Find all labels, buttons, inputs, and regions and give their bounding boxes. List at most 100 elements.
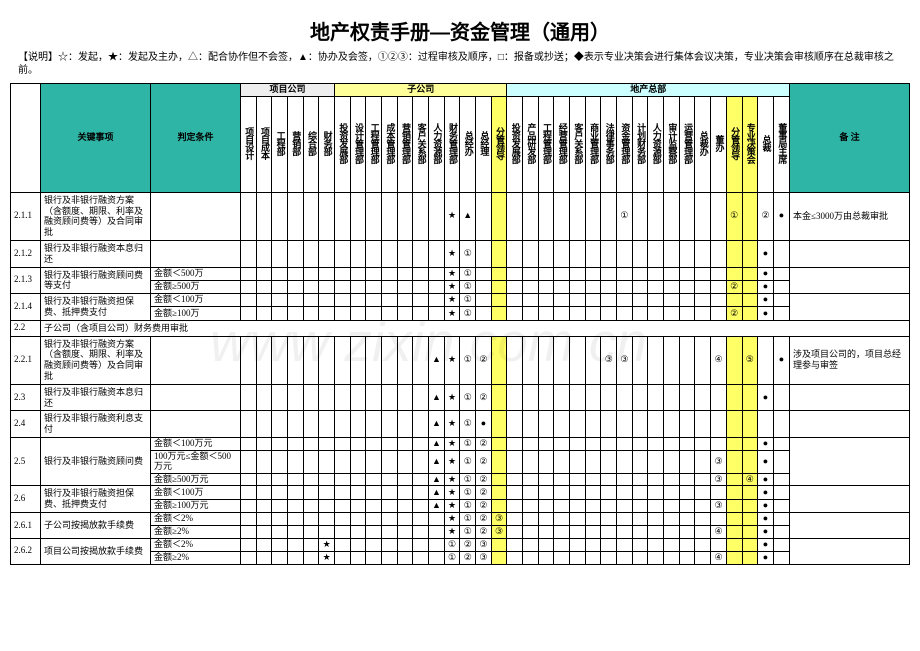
mark [742, 450, 758, 473]
mark [570, 450, 586, 473]
mark [601, 473, 617, 486]
mark: ② [476, 499, 492, 512]
mark [382, 280, 398, 293]
mark [601, 538, 617, 551]
mark [491, 240, 507, 267]
mark [554, 551, 570, 564]
mark [617, 499, 633, 512]
mark [382, 336, 398, 384]
mark [554, 240, 570, 267]
mark [523, 473, 539, 486]
mark: ▲ [429, 473, 445, 486]
mark [241, 450, 257, 473]
mark: ★ [444, 411, 460, 438]
mark [570, 437, 586, 450]
mark [742, 267, 758, 280]
mark [773, 294, 789, 307]
mark [570, 192, 586, 240]
hcol: 资金管理部 [617, 96, 633, 192]
mark [382, 267, 398, 280]
mark [397, 307, 413, 320]
mark: ① [460, 307, 476, 320]
mark [617, 513, 633, 526]
mark [382, 538, 398, 551]
mark [397, 499, 413, 512]
mark [726, 240, 742, 267]
mark [711, 307, 727, 320]
mark: ▲ [429, 486, 445, 499]
mark [648, 192, 664, 240]
code: 2.6.1 [11, 513, 41, 539]
mark [382, 499, 398, 512]
mark [241, 280, 257, 293]
mark: ● [758, 473, 774, 486]
mark [554, 525, 570, 538]
mark [256, 450, 272, 473]
mark [413, 450, 429, 473]
mark [256, 307, 272, 320]
mark [632, 538, 648, 551]
mark [601, 294, 617, 307]
mark: ● [758, 450, 774, 473]
mark [742, 307, 758, 320]
mark [601, 307, 617, 320]
mark [679, 437, 695, 450]
mark [773, 486, 789, 499]
mark [241, 294, 257, 307]
mark [397, 294, 413, 307]
mark [319, 336, 335, 384]
remark [790, 411, 910, 438]
col-remark: 备 注 [790, 84, 910, 193]
mark [585, 551, 601, 564]
code: 2.1.4 [11, 294, 41, 321]
mark [664, 411, 680, 438]
mark [664, 473, 680, 486]
code: 2.6 [11, 486, 41, 513]
mark: ★ [444, 450, 460, 473]
mark [288, 551, 304, 564]
mark: ★ [444, 525, 460, 538]
scol: 工程管理部 [366, 96, 382, 192]
mark [632, 499, 648, 512]
mark [711, 538, 727, 551]
mark [570, 280, 586, 293]
mark [303, 499, 319, 512]
mark [570, 267, 586, 280]
mark: ● [758, 513, 774, 526]
mark: ● [758, 499, 774, 512]
hcol: 总裁办 [695, 96, 711, 192]
mark [679, 240, 695, 267]
mark [726, 551, 742, 564]
mark [695, 336, 711, 384]
mark: ● [758, 267, 774, 280]
mark [570, 525, 586, 538]
mark: ① [460, 280, 476, 293]
mark [272, 525, 288, 538]
mark [241, 307, 257, 320]
mark [319, 280, 335, 293]
mark [601, 280, 617, 293]
scol: 总经办 [460, 96, 476, 192]
mark [648, 294, 664, 307]
mark [538, 437, 554, 450]
mark [664, 294, 680, 307]
mark [272, 192, 288, 240]
mark [476, 294, 492, 307]
mark [773, 551, 789, 564]
mark [491, 336, 507, 384]
mark: ② [476, 486, 492, 499]
mark [617, 450, 633, 473]
mark: ★ [444, 513, 460, 526]
mark [272, 294, 288, 307]
mark [648, 336, 664, 384]
mark [397, 450, 413, 473]
mark: ★ [444, 294, 460, 307]
mark [335, 538, 351, 551]
mark: ① [617, 192, 633, 240]
mark [429, 551, 445, 564]
mark [491, 267, 507, 280]
mark: ● [758, 486, 774, 499]
mark [429, 240, 445, 267]
mark [382, 437, 398, 450]
mark [601, 384, 617, 411]
